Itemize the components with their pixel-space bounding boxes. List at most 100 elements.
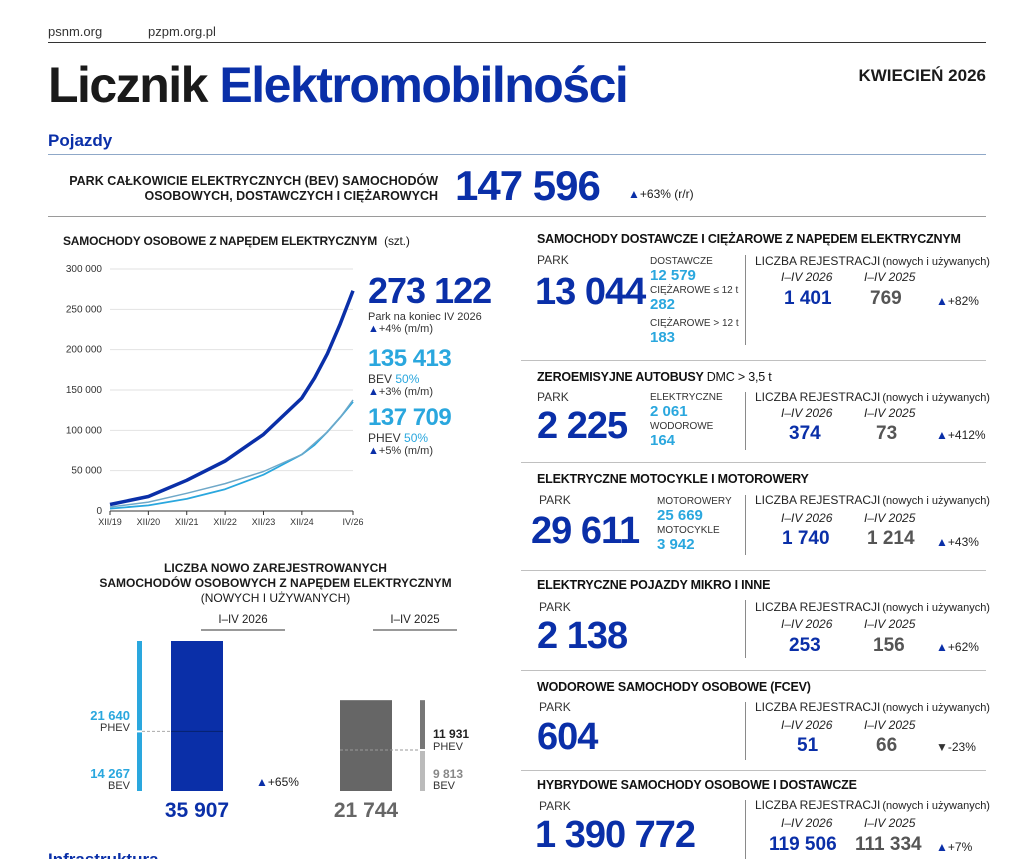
buses-bottom-divider [521,462,986,463]
cars-bev-change: +3% (m/m) [378,386,433,398]
hybrid-change: ▲+7% [936,840,973,854]
buses-sub1-label: ELEKTRYCZNE [650,392,723,403]
vans-year-b: I–IV 2025 [864,270,916,284]
cars-total-value: 273 122 [368,270,492,311]
vans-divider [745,255,746,345]
hybrid-year-b: I–IV 2025 [864,816,916,830]
moto-breakdown: MOTOROWERY 25 669 MOTOCYKLE 3 942 [657,495,732,553]
bar-2025 [340,700,392,791]
buses-breakdown: ELEKTRYCZNE 2 061 WODOROWE 164 [650,391,723,449]
buses-year-b: I–IV 2025 [864,406,916,420]
reg-chart-title-line3: (NOWYCH I UŻYWANYCH) [200,591,351,605]
vans-sub2-label: CIĘŻAROWE ≤ 12 t [650,285,739,296]
cars-chart-title: SAMOCHODY OSOBOWE Z NAPĘDEM ELEKTRYCZNYM… [63,234,410,248]
bev-park-label: PARK CAŁKOWICIE ELEKTRYCZNYCH (BEV) SAMO… [48,174,438,204]
cars-total-note: Park na koniec IV 2026 [368,311,482,323]
moto-reg-head: LICZBA REJESTRACJI (nowych i używanych) [755,493,990,507]
moto-title: ELEKTRYCZNE MOTOCYKLE I MOTOROWERY [537,472,809,486]
moto-sub2-label: MOTOCYKLE [657,525,720,536]
phev-2025-label: PHEV [433,741,464,753]
cars-bev-block: 135 413 BEV 50% ▲+3% (m/m) [368,345,452,399]
cars-phev-value: 137 709 [368,404,452,431]
moto-sub1-label: MOTOROWERY [657,496,732,507]
bar-year-label: I–IV 2026 [218,614,267,626]
cars-bev-label: BEV [368,372,393,386]
micro-reg-a: 253 [789,635,821,656]
up-triangle-icon: ▲ [368,445,379,457]
buses-reg-head: LICZBA REJESTRACJI (nowych i używanych) [755,390,990,404]
micro-bottom-divider [521,670,986,671]
hybrid-title: HYBRYDOWE SAMOCHODY OSOBOWE I DOSTAWCZE [537,778,857,792]
up-triangle-icon: ▲ [368,323,379,335]
buses-reg-b: 73 [876,423,898,444]
cars-phev-label: PHEV [368,431,401,445]
reg-change-text: +65% [267,775,299,789]
bev-park-change: ▲+63% (r/r) [628,187,694,201]
vans-sub1-label: DOSTAWCZE [650,256,713,267]
total-2026: 35 907 [165,799,229,822]
cars-bev-share: 50% [395,372,420,386]
reg-change: ▲+65% [256,775,299,789]
y-tick-label: 300 000 [66,264,103,275]
buses-park-label: PARK [537,390,569,404]
vans-change: ▲+82% [936,294,979,308]
line-total [109,290,355,507]
vans-sub3-label: CIĘŻAROWE > 12 t [650,318,739,329]
section-infrastruktura: Infrastruktura [48,850,159,859]
link-pzpm[interactable]: pzpm.org.pl [148,24,216,39]
hybrid-divider [745,800,746,859]
up-triangle-icon: ▲ [368,386,379,398]
phev-2026-value: 21 640 [90,708,130,723]
pojazdy-divider [48,154,986,155]
phev-2025-value: 11 931 [433,727,469,741]
fcev-title: WODOROWE SAMOCHODY OSOBOWE (FCEV) [537,680,811,694]
buses-sub2-value: 164 [650,432,676,449]
link-psnm[interactable]: psnm.org [48,24,103,39]
moto-year-b: I–IV 2025 [864,511,916,525]
x-tick-label: XII/23 [252,517,276,527]
cars-bev-value: 135 413 [368,345,452,372]
fcev-bottom-divider [521,770,986,771]
up-triangle-icon: ▲ [936,535,948,549]
cars-phev-share: 50% [404,431,429,445]
moto-year-a: I–IV 2026 [781,511,833,525]
up-triangle-icon: ▲ [628,187,640,201]
bev-2026-value: 14 267 [90,766,130,781]
bar-year-label: I–IV 2025 [390,614,439,626]
micro-divider [745,600,746,658]
side-bar-2025-bev [420,751,425,791]
title-part2: Elektromobilności [219,57,628,113]
vans-reg-a: 1 401 [784,288,832,309]
moto-change: ▲+43% [936,535,979,549]
up-triangle-icon: ▲ [936,640,948,654]
moto-reg-a: 1 740 [782,528,830,549]
buses-reg-a: 374 [789,423,821,444]
bev-park-value: 147 596 [455,162,601,209]
micro-title: ELEKTRYCZNE POJAZDY MIKRO I INNE [537,578,771,592]
bev-park-change-text: +63% (r/r) [639,187,694,201]
vans-title: SAMOCHODY DOSTAWCZE I CIĘŻAROWE Z NAPĘDE… [537,232,961,246]
cars-phev-change: +5% (m/m) [378,445,433,457]
y-tick-label: 150 000 [66,385,103,396]
vans-sub2-value: 282 [650,296,676,313]
vans-year-a: I–IV 2026 [781,270,833,284]
buses-title: ZEROEMISYJNE AUTOBUSY DMC > 3,5 t [537,370,772,384]
micro-change: ▲+62% [936,640,979,654]
buses-change: ▲+412% [936,428,986,442]
moto-park-label: PARK [539,493,571,507]
down-triangle-icon: ▼ [936,740,948,754]
hybrid-reg-head: LICZBA REJESTRACJI (nowych i używanych) [755,798,990,812]
bev-park-label-line2: OSOBOWYCH, DOSTAWCZYCH I CIĘŻAROWYCH [144,189,438,203]
fcev-reg-b: 66 [876,735,898,756]
moto-divider [745,495,746,555]
x-tick-label: IV/26 [342,517,363,527]
report-date: KWIECIEŃ 2026 [858,66,986,85]
fcev-divider [745,702,746,760]
reg-chart-title-line2: SAMOCHODÓW OSOBOWYCH Z NAPĘDEM ELEKTRYCZ… [99,576,452,590]
fcev-year-b: I–IV 2025 [864,718,916,732]
cars-total-change: +4% (m/m) [378,323,433,335]
bev-2026-label: BEV [108,780,131,792]
y-tick-label: 100 000 [66,425,103,436]
micro-reg-head: LICZBA REJESTRACJI (nowych i używanych) [755,600,990,614]
bev-2025-value: 9 813 [433,767,463,781]
